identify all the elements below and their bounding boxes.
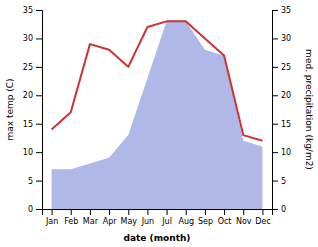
tick-mark [186, 209, 187, 215]
tick: 5 [272, 177, 286, 186]
tick-mark [36, 124, 42, 125]
tick-mark [52, 209, 53, 215]
tick-label: Oct [218, 217, 232, 226]
tick: Sep [198, 209, 213, 226]
tick: Jan [45, 209, 58, 226]
tick: 0 [272, 205, 286, 214]
tick-mark [243, 209, 244, 215]
marks [52, 21, 263, 209]
tick-mark [147, 209, 148, 215]
tick-mark [205, 209, 206, 215]
tick-mark [36, 67, 42, 68]
tick-label: 30 [281, 34, 291, 43]
tick: 30 [23, 34, 42, 43]
tick: 5 [28, 177, 42, 186]
y2-axis: 0 5 10 15 20 25 30 35 [272, 6, 291, 214]
tick-mark [128, 209, 129, 215]
tick: 25 [23, 63, 42, 72]
plot: Jan Feb Mar AprMay Jun Jul Aug Sep Oct NovDec 0 5 10… [23, 6, 291, 226]
tick-mark [36, 152, 42, 153]
tick-label: 30 [23, 34, 33, 43]
tick-mark [272, 10, 278, 11]
tick-mark [272, 67, 278, 68]
axis-line [43, 210, 273, 216]
tick-mark [90, 209, 91, 215]
tick-mark [36, 38, 42, 39]
tick-label: 35 [23, 6, 33, 15]
x-axis: Jan Feb Mar AprMay Jun Jul Aug Sep Oct NovDec [43, 209, 273, 226]
tick: 30 [272, 34, 291, 43]
tick: Jul [161, 209, 172, 226]
tick-label: Feb [64, 217, 78, 226]
axis-line [273, 11, 279, 210]
tick: 10 [272, 148, 291, 157]
tick: Feb [64, 209, 78, 226]
tick: 20 [272, 91, 291, 100]
tick-label: 10 [281, 148, 291, 157]
x-axis-title: date (month) [124, 233, 191, 243]
y-axis-title: max temp (C) [5, 78, 15, 140]
tick: 25 [272, 63, 291, 72]
tick-mark [36, 181, 42, 182]
tick-label: 25 [23, 63, 33, 72]
tick-mark [36, 95, 42, 96]
axis-line [36, 11, 43, 210]
tick-label: Jul [161, 217, 172, 226]
tick-label: Apr [103, 217, 118, 226]
tick-mark [36, 10, 42, 11]
tick-label: Aug [178, 217, 194, 226]
tick-label: 0 [281, 205, 286, 214]
tick-label: 15 [281, 120, 291, 129]
tick-label: 25 [281, 63, 291, 72]
tick: 0 [28, 205, 42, 214]
tick-label: Jan [45, 217, 58, 226]
tick-mark [167, 209, 168, 215]
tick-label: Sep [198, 217, 213, 226]
tick-label: Jun [141, 217, 155, 226]
tick-mark [272, 152, 278, 153]
tick-label: May [120, 217, 137, 226]
tick-mark [224, 209, 225, 215]
tick-mark [36, 209, 42, 210]
tick-label: Mar [83, 217, 99, 226]
tick-label: 20 [23, 91, 33, 100]
tick-mark [272, 38, 278, 39]
tick-mark [272, 209, 278, 210]
tick: Nov [236, 209, 252, 226]
tick: Aug [178, 209, 194, 226]
tick: 10 [23, 148, 42, 157]
tick: Mar [83, 209, 99, 226]
tick: Dec [255, 209, 270, 226]
tick: Oct [218, 209, 232, 226]
tick-label: Nov [236, 217, 252, 226]
tick-label: 35 [281, 6, 291, 15]
chart: Jan Feb Mar AprMay Jun Jul Aug Sep Oct NovDec 0 5 10… [0, 0, 318, 247]
y2-axis-title: med. precipitation (kg/m2) [304, 49, 314, 170]
line [52, 21, 263, 140]
tick-mark [272, 181, 278, 182]
tick: 15 [23, 120, 42, 129]
tick: 20 [23, 91, 42, 100]
tick-label: 15 [23, 120, 33, 129]
tick-mark [71, 209, 72, 215]
tick-mark [272, 124, 278, 125]
tick-mark [262, 209, 263, 215]
y-axis: 0 5 10 15 20 25 30 35 [23, 6, 43, 214]
tick-label: 5 [28, 177, 33, 186]
tick-label: Dec [255, 217, 270, 226]
tick-label: 10 [23, 148, 33, 157]
tick-mark [109, 209, 110, 215]
tick: Jun [141, 209, 155, 226]
tick-label: 20 [281, 91, 291, 100]
area [52, 21, 263, 209]
tick: Apr [103, 209, 118, 226]
tick: May [120, 209, 137, 226]
tick: 35 [272, 6, 291, 15]
tick: 15 [272, 120, 291, 129]
tick-label: 0 [28, 205, 33, 214]
tick-label: 5 [281, 177, 286, 186]
tick: 35 [23, 6, 42, 15]
tick-mark [272, 95, 278, 96]
